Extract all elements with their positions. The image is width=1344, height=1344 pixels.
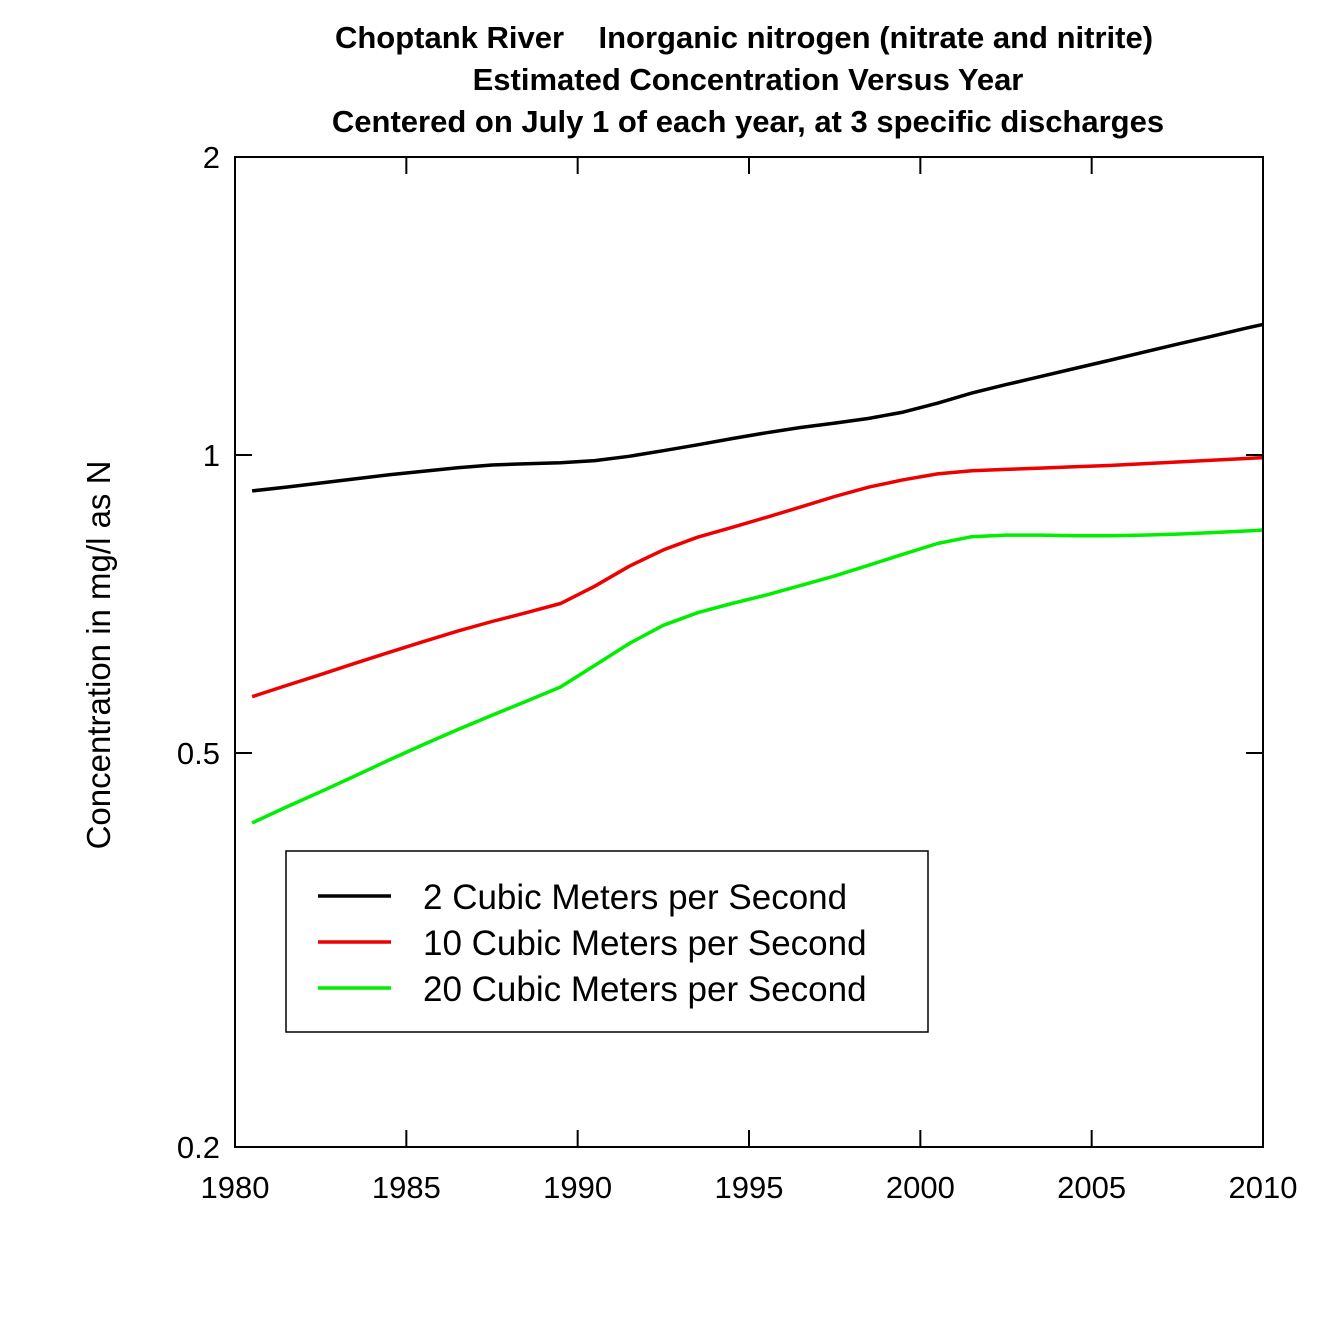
legend-label-1: 2 Cubic Meters per Second: [423, 878, 847, 917]
x-tick-label: 2010: [1229, 1170, 1298, 1205]
title-line-1: Choptank River Inorganic nitrogen (nitra…: [335, 20, 1153, 55]
series-line-3: [251, 528, 1264, 825]
chart-title: Choptank River Inorganic nitrogen (nitra…: [332, 20, 1164, 139]
x-tick-label: 1990: [543, 1170, 612, 1205]
x-tick-label: 1980: [201, 1170, 270, 1205]
x-tick-label: 1985: [372, 1170, 441, 1205]
y-axis-label: Concentration in mg/l as N: [80, 461, 117, 850]
legend-box: [285, 850, 929, 1033]
series-line-1: [251, 322, 1264, 493]
x-tick-label: 2000: [886, 1170, 955, 1205]
legend: 2 Cubic Meters per Second 10 Cubic Meters…: [285, 850, 929, 1033]
title-line-3: Centered on July 1 of each year, at 3 sp…: [332, 104, 1164, 139]
axis-ticks: 1980 1985 1990 1995 2000 2005 2010 0.2 0.5 1 2: [177, 140, 1298, 1205]
legend-label-2: 10 Cubic Meters per Second: [423, 924, 867, 963]
y-tick-label: 0.2: [177, 1130, 220, 1165]
series-line-2: [251, 455, 1264, 699]
plot-frame: [234, 156, 1264, 1148]
y-tick-label: 0.5: [177, 736, 220, 771]
y-tick-label: 2: [203, 140, 220, 175]
series-lines: [251, 322, 1264, 825]
title-line-2: Estimated Concentration Versus Year: [473, 62, 1024, 97]
x-tick-label: 2005: [1057, 1170, 1126, 1205]
x-tick-label: 1995: [715, 1170, 784, 1205]
y-tick-label: 1: [203, 438, 220, 473]
legend-label-3: 20 Cubic Meters per Second: [423, 970, 867, 1009]
